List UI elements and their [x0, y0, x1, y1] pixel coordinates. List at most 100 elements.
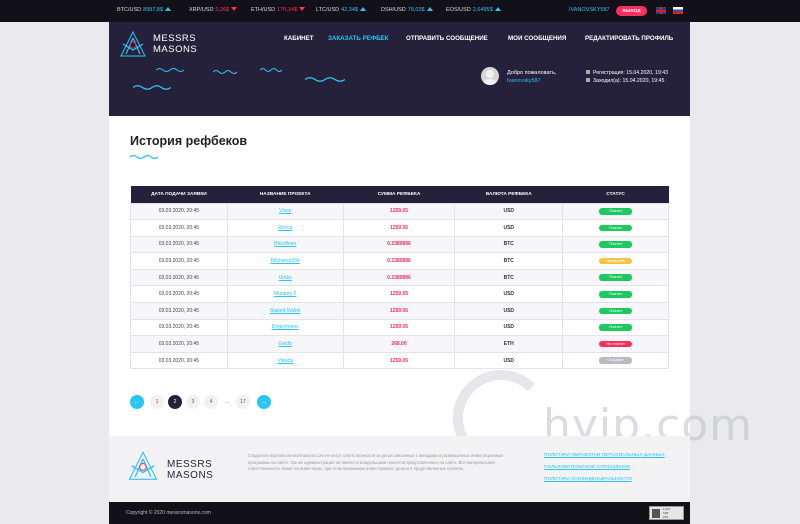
status-badge: Ожидает — [599, 357, 633, 364]
row-currency: ETH — [454, 335, 564, 353]
project-link[interactable]: Staked Wallet — [269, 307, 301, 314]
ticker-ltc: LTC/USD 42,34$ — [316, 7, 366, 13]
table-row: 03.03.2020, 20:45 Degenmens 1259.05 USD Плат… — [130, 318, 669, 337]
pagination-ellipsis: ... — [224, 399, 230, 405]
row-currency: USD — [454, 219, 564, 237]
row-status: Платит — [562, 285, 669, 304]
welcome-greeting: Добро пожаловать, — [507, 70, 557, 76]
masons-logo-icon[interactable] — [117, 30, 149, 62]
project-link[interactable]: Vises — [279, 208, 292, 215]
bottom-bar: Copyright © 2020 messrsmasons.com 1 927 … — [109, 502, 690, 524]
logout-button[interactable]: ВЫХОД — [616, 6, 647, 16]
pagination-page-4[interactable]: 4 — [204, 395, 218, 409]
table-row: 03.03.2020, 20:45 Staked Wallet 1259.05 USD… — [130, 302, 669, 320]
row-project: Monarty 2 — [226, 285, 344, 304]
status-badge: Ожидание — [599, 257, 633, 265]
project-link[interactable]: Bitcoffeen — [274, 241, 297, 248]
project-link[interactable]: Monarty 2 — [274, 291, 297, 298]
project-link[interactable]: Vitrada — [277, 357, 294, 364]
ticker-eos: EOS/USD 2,6495$ — [446, 7, 501, 13]
calendar-icon — [586, 70, 590, 74]
top-username-link[interactable]: IVANOVSKY587 — [569, 7, 610, 13]
title-underline-wave — [130, 154, 158, 160]
trend-down-icon — [231, 7, 238, 11]
row-date: 03.03.2020, 20:45 — [130, 335, 228, 353]
pagination-next-button[interactable]: → — [257, 395, 271, 409]
visit-counter[interactable]: 1 927 198 270 — [649, 506, 684, 520]
calendar-icon — [586, 78, 590, 82]
row-date: 03.03.2020, 20:45 — [130, 302, 228, 320]
row-status: Ожидает — [562, 351, 669, 370]
pagination-prev-button[interactable]: ← — [130, 395, 144, 409]
row-currency: USD — [454, 318, 564, 337]
project-link[interactable]: Bitshares334 — [270, 258, 300, 265]
row-amount: 1259.05 — [342, 302, 456, 320]
nav-edit-profile[interactable]: РЕДАКТИРОВАТЬ ПРОФИЛЬ — [585, 35, 674, 42]
row-status: Платит — [562, 235, 669, 254]
row-currency: BTC — [454, 235, 564, 254]
nav-order-refback[interactable]: ЗАКАЗАТЬ РЕФБЕК — [328, 35, 389, 42]
nav-my-messages[interactable]: МОИ СООБЩЕНИЯ — [508, 35, 567, 42]
row-currency: USD — [454, 302, 564, 320]
row-currency: USD — [454, 285, 564, 304]
decor-wave — [213, 70, 237, 74]
row-date: 03.03.2020, 20:45 — [130, 202, 228, 221]
footer-link-user-agreement[interactable]: ПОЛЬЗОВАТЕЛЬСКОЕ СОГЛАШЕНИЕ — [544, 465, 631, 470]
status-badge: Платит — [599, 291, 633, 298]
table-row: 03.03.2020, 20:45 Bitcoffeen 0.2389896 BTC П… — [130, 235, 669, 254]
row-project: Staked Wallet — [226, 302, 344, 320]
status-badge: Не платит — [599, 340, 633, 348]
footer-logo-icon[interactable] — [125, 450, 161, 486]
registration-date: Регистрация: 15.04.2020, 19:43 — [586, 70, 668, 76]
footer-link-privacy-policy[interactable]: ПОЛИТИКА КОНФИДЕНЦИАЛЬНОСТИ — [544, 477, 632, 482]
row-amount: 0.2389896 — [342, 268, 456, 287]
row-status: Платит — [562, 202, 669, 221]
project-link[interactable]: Rlorca — [277, 224, 293, 231]
ticker-xrp: XRP/USD 0,26$ — [189, 7, 238, 13]
copyright-text: Copyright © 2020 messrsmasons.com — [126, 510, 211, 516]
pagination-page-3[interactable]: 3 — [186, 395, 200, 409]
main-content: История рефбеков ДАТА ПОДАЧИ ЗАЯВКИ НАЗВ… — [109, 116, 690, 436]
pagination-page-1[interactable]: 1 — [150, 395, 164, 409]
row-currency: USD — [454, 351, 564, 370]
row-project: Vitrada — [226, 351, 344, 370]
row-amount: 1259.05 — [342, 219, 456, 237]
col-status-header: СТАТУС — [562, 186, 669, 203]
footer-link-personal-data-policy[interactable]: ПОЛИТИКА ОБРАБОТКИ ПЕРСОНАЛЬНЫХ ДАННЫХ — [544, 453, 665, 458]
pagination-page-2[interactable]: 2 — [168, 395, 182, 409]
decor-wave — [260, 68, 282, 72]
row-currency: BTC — [454, 268, 564, 287]
row-date: 03.03.2020, 20:45 — [130, 285, 228, 304]
row-status: Платит — [562, 219, 669, 237]
ru-flag-icon[interactable] — [673, 7, 683, 14]
pagination-page-17[interactable]: 17 — [236, 395, 250, 409]
welcome-username-link[interactable]: Ivanovsky587 — [507, 78, 541, 84]
table-row: 03.03.2020, 20:45 Bitshares334 0.2389896 BT… — [130, 252, 669, 270]
project-link[interactable]: Goldb — [278, 341, 292, 348]
nav-cabinet[interactable]: КАБИНЕТ — [284, 35, 314, 42]
row-status: Ожидание — [562, 252, 669, 270]
row-project: Degenmens — [226, 318, 344, 337]
last-login-date: Заходил(а): 15.04.2020, 19:45 — [586, 78, 664, 84]
col-amount-header: СУММА РЕФБЕКА — [343, 186, 455, 203]
row-amount: 0.2389896 — [342, 235, 456, 254]
ticker-eth: ETH/USD 170,14$ — [251, 7, 306, 13]
trend-up-icon — [494, 7, 501, 11]
site-footer: MESSRS MASONS Создатели портала messrsma… — [109, 436, 690, 502]
user-avatar[interactable] — [481, 67, 499, 85]
row-date: 03.03.2020, 20:45 — [130, 318, 228, 337]
refback-history-table: ДАТА ПОДАЧИ ЗАЯВКИ НАЗВАНИЕ ПРОЕКТА СУММ… — [130, 186, 669, 370]
project-link[interactable]: Degenmens — [271, 324, 299, 331]
status-badge: Платит — [599, 224, 633, 232]
project-link[interactable]: Umbs — [278, 274, 292, 281]
row-date: 03.03.2020, 20:45 — [130, 219, 228, 237]
nav-send-message[interactable]: ОТПРАВИТЬ СООБЩЕНИЕ — [406, 35, 488, 42]
row-date: 03.03.2020, 20:45 — [130, 235, 228, 254]
brand-name[interactable]: MESSRS MASONS — [153, 33, 198, 55]
row-status: Платит — [562, 318, 669, 337]
uk-flag-icon[interactable] — [656, 7, 666, 14]
ticker-dsh: DSH/USD 75,03$ — [381, 7, 433, 13]
trend-up-icon — [426, 7, 433, 11]
row-amount: 1259.05 — [342, 202, 456, 221]
trend-up-icon — [359, 7, 366, 11]
